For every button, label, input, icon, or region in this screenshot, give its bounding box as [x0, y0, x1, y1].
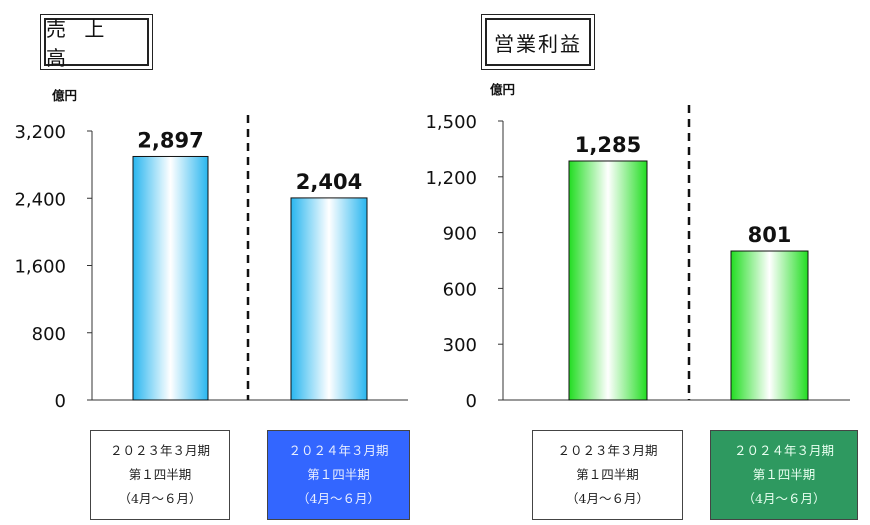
category-quarter: 第１四半期: [128, 467, 192, 482]
operating-profit-chart: 億円 0 300 600 900 1,200 1,500 1,285 801: [425, 82, 850, 412]
profit-title-box: 営業利益: [481, 14, 595, 70]
y-tick-label: 1,600: [14, 257, 66, 278]
unit-label: 億円: [52, 88, 77, 103]
y-tick-label: 900: [443, 224, 477, 245]
y-tick-label: 0: [55, 391, 66, 412]
category-quarter: 第１四半期: [307, 467, 370, 482]
y-tick-label: 800: [32, 324, 66, 345]
sales-title-box: 売 上 高: [40, 14, 153, 70]
category-period: ２０２４年３月期: [288, 443, 389, 458]
y-tick-label: 600: [443, 279, 477, 300]
category-months: （4月～６月）: [742, 491, 826, 506]
bar: [730, 250, 809, 401]
bar: [132, 155, 209, 401]
profit-category-2023-box: ２０２３年３月期 第１四半期 （4月～６月）: [532, 430, 683, 520]
y-tick-label: 1,500: [425, 112, 477, 133]
y-tick-label: 0: [466, 391, 477, 412]
profit-category-2024-box: ２０２４年３月期 第１四半期 （4月～６月）: [710, 430, 858, 520]
category-quarter: 第１四半期: [752, 467, 816, 482]
y-tick-label: 1,200: [425, 168, 477, 189]
category-months: （4月～６月）: [118, 491, 202, 506]
bar-value-label: 801: [748, 223, 792, 247]
bar: [568, 160, 648, 401]
unit-label: 億円: [490, 82, 515, 97]
category-period: ２０２３年３月期: [109, 443, 210, 458]
sales-category-2024-box: ２０２４年３月期 第１四半期 （4月～６月）: [267, 430, 410, 520]
category-months: （4月～６月）: [297, 491, 380, 506]
profit-title: 営業利益: [485, 18, 591, 66]
category-quarter: 第１四半期: [576, 467, 639, 482]
y-tick-label: 3,200: [14, 122, 66, 143]
bar-value-label: 2,404: [296, 170, 362, 194]
sales-title: 売 上 高: [44, 17, 149, 70]
y-tick-label: 300: [443, 335, 477, 356]
category-period: ２０２４年３月期: [733, 443, 834, 458]
category-months: （4月～６月）: [566, 491, 649, 506]
sales-chart: 億円 0 800 1,600 2,400 3,200 2,897 2,404: [14, 88, 408, 412]
category-period: ２０２３年３月期: [557, 443, 658, 458]
bar-value-label: 1,285: [575, 133, 641, 157]
bar: [290, 197, 368, 401]
y-tick-label: 2,400: [14, 189, 66, 210]
bar-value-label: 2,897: [137, 128, 203, 152]
sales-category-2023-box: ２０２３年３月期 第１四半期 （4月～６月）: [90, 430, 230, 520]
